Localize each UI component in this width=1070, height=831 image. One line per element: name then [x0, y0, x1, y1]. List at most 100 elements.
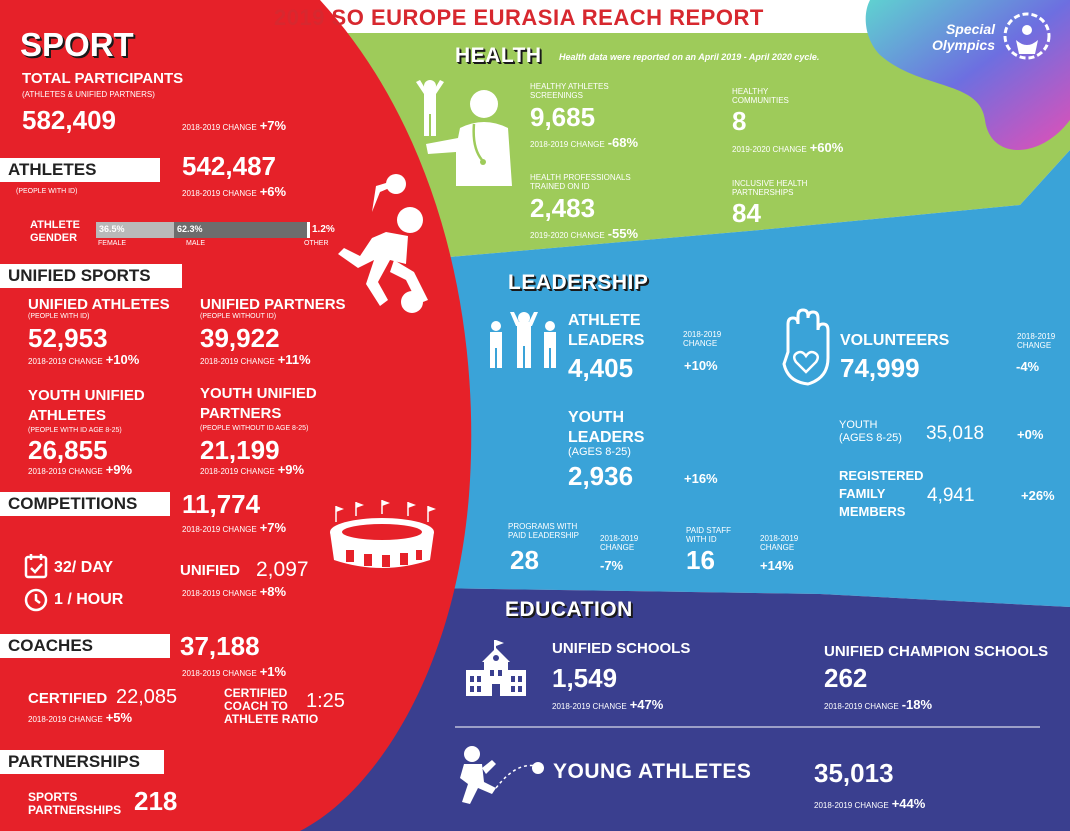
health-professionals-label-line-1: HEALTH PROFESSIONALS — [530, 173, 631, 182]
young-athletes-value: 35,013 — [814, 758, 894, 788]
coach-ratio-label-line-2: COACH TO — [224, 699, 288, 713]
unified-partners-sub: (PEOPLE WITHOUT ID) — [200, 313, 277, 320]
coach-ratio-value: 1:25 — [306, 690, 345, 712]
volunteers-label: VOLUNTEERS — [840, 332, 950, 349]
athletes-value: 542,487 — [182, 151, 276, 181]
unified-champion-schools-label: UNIFIED CHAMPION SCHOOLS — [824, 643, 1049, 660]
unified-competitions-label: UNIFIED — [180, 562, 240, 579]
athlete-leaders-label: ATHLETE LEADERS — [568, 311, 644, 351]
healthy-athletes-label-line-2: SCREENINGS — [530, 91, 583, 100]
change-label: 2019-2020 CHANGE — [530, 231, 605, 240]
change-label: 2018-2019 CHANGE — [182, 123, 257, 132]
gender-label-other: OTHER — [304, 240, 329, 247]
athlete-leaders-value: 4,405 — [568, 353, 634, 383]
gender-segment-female: 36.5% — [96, 222, 174, 238]
volunteers-value: 74,999 — [840, 353, 920, 383]
coaches-tag: COACHES — [0, 634, 170, 658]
sport-heading: SPORT — [20, 26, 134, 63]
inclusive-health-value: 84 — [732, 198, 761, 228]
athlete-leaders-label-line-1: ATHLETE — [568, 312, 641, 329]
health-heading: HEALTH — [455, 44, 542, 67]
paid-staff-change-label-line-1: 2018-2019 — [760, 534, 799, 543]
change-value: +47% — [629, 697, 664, 712]
youth-leaders-label-line-1: YOUTH — [568, 409, 624, 426]
leadership-background — [300, 150, 1070, 607]
total-participants-sub: (ATHLETES & UNIFIED PARTNERS) — [22, 90, 155, 99]
unified-athletes-label: UNIFIED ATHLETES — [28, 296, 170, 313]
athlete-gender-label-line-2: GENDER — [30, 232, 78, 244]
logo-background — [865, 0, 1070, 150]
change-value: +7% — [259, 118, 287, 133]
youth-unified-partners-label-line-1: YOUTH UNIFIED — [200, 385, 317, 402]
change-value: +8% — [259, 584, 287, 599]
volunteers-change-label-line-1: 2018-2019 — [1017, 332, 1056, 341]
coach-ratio-label: CERTIFIED COACH TO ATHLETE RATIO — [224, 687, 318, 726]
per-hour-value: 1 / HOUR — [54, 591, 124, 608]
paid-staff-change-label: 2018-2019 CHANGE — [760, 534, 798, 552]
report-title: 2019 SO EUROPE EURASIA REACH REPORT — [274, 5, 764, 30]
programs-paid-leadership-label-line-1: PROGRAMS WITH — [508, 522, 578, 531]
healthy-communities-label-line-2: COMMUNITIES — [732, 96, 789, 105]
healthy-communities-change: 2019-2020 CHANGE +60% — [732, 140, 843, 155]
unified-sports-tag: UNIFIED SPORTS — [0, 264, 182, 288]
registered-family-label-line-3: MEMBERS — [839, 504, 906, 519]
change-label: 2018-2019 CHANGE — [530, 140, 605, 149]
change-label: 2018-2019 CHANGE — [182, 525, 257, 534]
change-value: +9% — [105, 462, 133, 477]
paid-staff-change: +14% — [760, 558, 794, 573]
youth-volunteers-change: +0% — [1017, 427, 1044, 442]
health-note: Health data were reported on an April 20… — [559, 52, 820, 62]
competitions-value: 11,774 — [182, 489, 261, 519]
sport-background — [0, 0, 472, 831]
per-day-value: 32/ DAY — [54, 559, 113, 576]
certified-label: CERTIFIED — [28, 690, 108, 707]
change-value: -18% — [901, 697, 933, 712]
young-athletes-label: YOUNG ATHLETES — [553, 760, 752, 783]
youth-unified-partners-label: YOUTH UNIFIED PARTNERS — [200, 384, 317, 424]
registered-family-change: +26% — [1021, 488, 1055, 503]
registered-family-value: 4,941 — [927, 485, 975, 506]
gender-pct-female: 36.5% — [99, 224, 125, 234]
programs-paid-leadership-change-label-line-2: CHANGE — [600, 543, 635, 552]
paid-staff-change-label-line-2: CHANGE — [760, 543, 795, 552]
health-professionals-value: 2,483 — [530, 193, 596, 223]
gender-label-female: FEMALE — [98, 240, 127, 247]
registered-family-label: REGISTERED FAMILY MEMBERS — [839, 467, 924, 521]
athlete-leaders-label-line-2: LEADERS — [568, 332, 645, 349]
unified-athletes-change: 2018-2019 CHANGE +10% — [28, 352, 139, 367]
volunteers-change: -4% — [1016, 359, 1040, 374]
healthy-athletes-label-line-1: HEALTHY ATHLETES — [530, 82, 609, 91]
health-professionals-change: 2019-2020 CHANGE -55% — [530, 226, 638, 241]
change-label: 2018-2019 CHANGE — [814, 801, 889, 810]
paid-staff-label-line-2: WITH ID — [686, 535, 717, 544]
leadership-heading: LEADERSHIP — [508, 271, 649, 294]
athletes-tag: ATHLETES — [0, 158, 160, 182]
healthy-athletes-label: HEALTHY ATHLETES SCREENINGS — [530, 82, 609, 100]
health-professionals-label-line-2: TRAINED ON ID — [530, 182, 590, 191]
change-value: -55% — [607, 226, 639, 241]
youth-unified-athletes-sub: (PEOPLE WITH ID AGE 8-25) — [28, 427, 122, 434]
inclusive-health-label-line-2: PARTNERSHIPS — [732, 188, 794, 197]
athlete-gender-label-line-1: ATHLETE — [30, 219, 80, 231]
athlete-leaders-change: +10% — [684, 358, 718, 373]
total-participants-change: 2018-2019 CHANGE +7% — [182, 118, 286, 133]
youth-leaders-change: +16% — [684, 471, 718, 486]
change-value: +44% — [891, 796, 926, 811]
certified-value: 22,085 — [116, 686, 178, 708]
change-label: 2018-2019 CHANGE — [552, 702, 627, 711]
athlete-gender-bar: 36.5% 62.3% — [96, 222, 310, 238]
change-value: +6% — [259, 184, 287, 199]
health-background — [300, 33, 1070, 270]
paid-staff-label: PAID STAFF WITH ID — [686, 526, 731, 544]
unified-partners-label: UNIFIED PARTNERS — [200, 296, 346, 313]
youth-unified-partners-label-line-2: PARTNERS — [200, 405, 282, 422]
inclusive-health-label: INCLUSIVE HEALTH PARTNERSHIPS — [732, 179, 807, 197]
programs-paid-leadership-label: PROGRAMS WITH PAID LEADERSHIP — [508, 522, 579, 540]
unified-athletes-sub: (PEOPLE WITH ID) — [28, 313, 90, 320]
total-participants-label: TOTAL PARTICIPANTS — [22, 70, 184, 87]
youth-volunteers-label: YOUTH (AGES 8-25) — [839, 419, 902, 445]
change-label: 2018-2019 CHANGE — [182, 189, 257, 198]
special-olympics-logo: Special Olympics — [900, 12, 1060, 68]
change-value: +60% — [809, 140, 844, 155]
change-value: +11% — [277, 352, 311, 367]
